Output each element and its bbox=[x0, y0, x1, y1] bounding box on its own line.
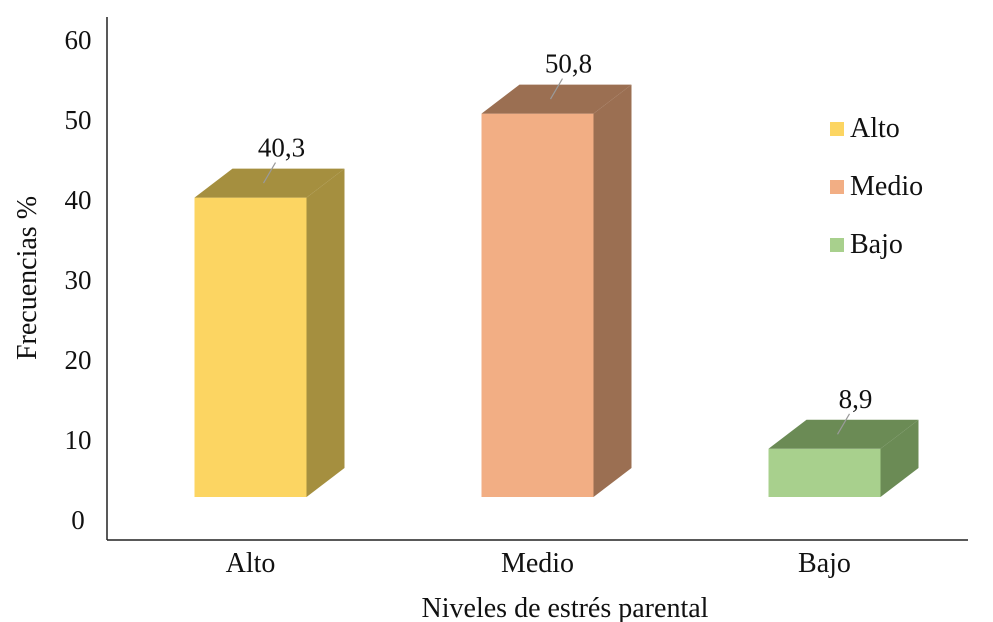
legend-swatch bbox=[830, 180, 844, 194]
y-axis-title: Frecuencias % bbox=[12, 196, 43, 360]
data-label: 50,8 bbox=[545, 49, 592, 79]
x-tick-label: Alto bbox=[226, 548, 276, 579]
legend: Alto Medio Bajo bbox=[830, 113, 923, 260]
legend-label: Medio bbox=[850, 171, 923, 202]
bar-top bbox=[481, 84, 632, 114]
bar-medio bbox=[481, 84, 632, 497]
x-tick-label: Medio bbox=[501, 548, 574, 579]
legend-item-alto: Alto bbox=[830, 113, 900, 144]
legend-label: Alto bbox=[850, 113, 900, 144]
bar-top bbox=[768, 419, 919, 449]
data-labels: 40,3 50,8 8,9 bbox=[258, 49, 873, 435]
y-tick-label: 10 bbox=[65, 425, 92, 455]
bar-front bbox=[481, 113, 594, 497]
y-axis: 0 10 20 30 40 50 60 bbox=[65, 17, 108, 540]
data-label-leader bbox=[549, 78, 564, 100]
legend-label: Bajo bbox=[850, 229, 903, 260]
x-axis: Alto Medio Bajo bbox=[107, 539, 968, 579]
y-tick-label: 30 bbox=[65, 265, 92, 295]
x-axis-title: Niveles de estrés parental bbox=[422, 593, 709, 622]
y-tick-label: 20 bbox=[65, 345, 92, 375]
data-label: 8,9 bbox=[839, 384, 873, 414]
data-label: 40,3 bbox=[258, 133, 305, 163]
bar-bajo bbox=[768, 419, 919, 497]
legend-item-bajo: Bajo bbox=[830, 229, 903, 260]
legend-item-medio: Medio bbox=[830, 171, 923, 202]
bar-side bbox=[880, 419, 919, 497]
legend-swatch bbox=[830, 122, 844, 136]
y-tick-label: 50 bbox=[65, 105, 92, 135]
bar-side bbox=[593, 84, 632, 497]
y-tick-label: 60 bbox=[65, 25, 92, 55]
data-label-leader bbox=[836, 413, 851, 435]
bar-side bbox=[306, 168, 345, 497]
data-label-leader bbox=[262, 162, 277, 184]
x-tick-label: Bajo bbox=[798, 548, 851, 579]
bars bbox=[194, 84, 919, 497]
y-tick-label: 0 bbox=[71, 505, 85, 535]
bar-front bbox=[768, 448, 881, 497]
bar-front bbox=[194, 197, 307, 497]
bar-top bbox=[194, 168, 345, 198]
bar-alto bbox=[194, 168, 345, 497]
y-tick-label: 40 bbox=[65, 185, 92, 215]
legend-swatch bbox=[830, 238, 844, 252]
